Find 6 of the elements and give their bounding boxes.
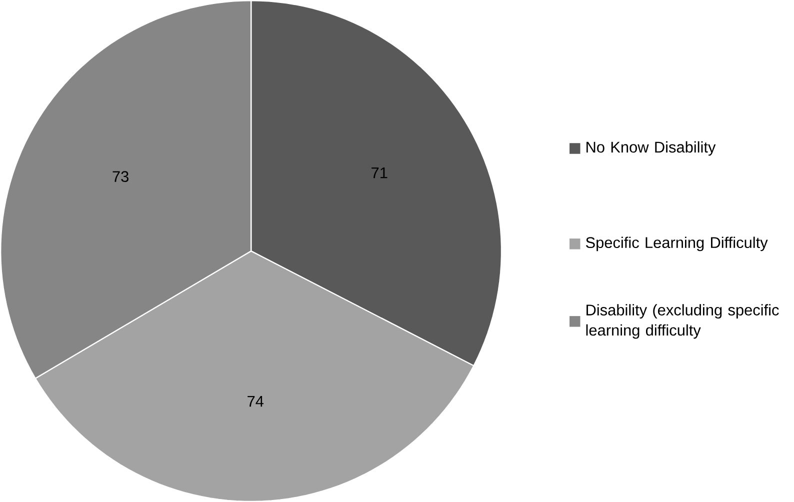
legend-label: No Know Disability xyxy=(586,141,716,156)
data-label: 71 xyxy=(372,167,388,178)
legend-label: Specific Learning Difficulty xyxy=(586,236,768,252)
data-label: 74 xyxy=(248,396,264,407)
data-label: 73 xyxy=(112,171,128,182)
legend-label: Disability (excluding specific learning difficulty xyxy=(586,304,779,339)
